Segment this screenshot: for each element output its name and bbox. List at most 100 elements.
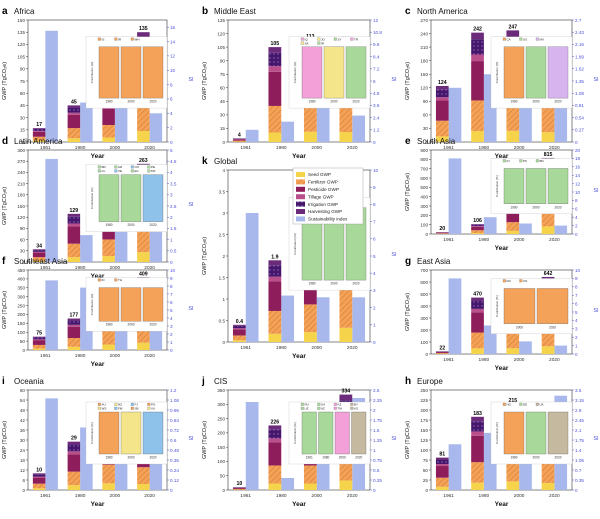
gwp-segment [68,244,81,257]
y-tick-label: 45 [220,99,226,104]
x-axis-label: Year [91,361,105,368]
si-tick-label: 6 [170,97,173,102]
y-tick-label: 0 [222,140,225,145]
y-tick-label: 1 [222,297,225,302]
y-tick-label: 300 [17,148,25,153]
y-tick-label: 200 [420,328,428,333]
gwp-segment [506,481,519,490]
gwp-segment [471,226,484,227]
si-tick-label: 4 [170,316,173,321]
inset-legend-label: UZ [305,407,309,411]
si-bar [519,224,532,235]
si-tick-label: 9.6 [373,42,380,47]
y-tick-label: 125 [420,438,428,443]
gwp-segment [268,72,281,106]
gwp-segment [33,473,46,474]
y-tick-label: 175 [420,418,428,423]
y-tick-label: 2.5 [219,232,226,237]
y-tick-label: 400 [17,277,25,282]
bar-total-label: 177 [70,313,79,319]
inset-legend-label: CL [102,169,106,173]
gwp-segment [471,33,484,40]
si-tick-label: 12 [575,181,581,186]
gwp-segment [137,343,150,350]
x-axis-label: Year [495,245,509,252]
gwp-segment [33,474,46,476]
gwp-segment [68,442,81,445]
inset-bar [504,288,535,323]
gwp-segment [102,329,115,344]
inset-legend-label: WS [102,407,107,411]
x-tick-label: 1980 [276,145,287,151]
si-tick-label: 0.35 [575,478,584,483]
inset-x-label: 2020 [355,456,362,460]
si-tick-label: 8 [575,198,578,203]
inset-legend-swatch [503,279,506,282]
inset-bar [302,47,322,98]
inset-bar [346,47,366,98]
si-bar [352,116,365,142]
si-axis-label: SI [593,188,599,194]
si-tick-label: 2 [170,332,173,337]
gwp-segment [339,395,352,401]
si-bar [449,158,462,234]
inset-legend-swatch [115,279,118,282]
y-tick-label: 200 [420,213,428,218]
gwp-segment [33,478,46,484]
inset-y-label: Contribution (%) [90,294,94,316]
y-tick-label: 30 [20,249,26,254]
bar-total-label: 334 [342,389,351,395]
y-tick-label: 500 [420,185,428,190]
y-tick-label: 240 [17,170,25,175]
y-axis-label: GWP (TgCO₂e) [2,291,8,329]
gwp-segment [137,252,150,262]
y-tick-label: 100 [17,330,25,335]
y-tick-label: 105 [217,45,225,50]
gwp-segment [542,132,555,142]
x-tick-label: 2000 [110,353,121,359]
si-tick-label: 2.4 [373,115,380,120]
x-tick-label: 2000 [514,357,525,363]
gwp-segment [542,105,555,133]
y-tick-label: 900 [420,148,428,153]
si-tick-label: 2 [170,125,173,130]
si-axis-label: SI [391,77,397,83]
gwp-segment [542,483,555,490]
y-tick-label: 400 [420,304,428,309]
si-tick-label: 6 [373,79,376,84]
y-tick-label: 36 [20,428,26,433]
bar-total-label: 10 [36,467,42,473]
si-axis-label: SI [593,77,599,83]
bar-total-label: 17 [36,122,42,128]
gwp-segment [33,477,46,478]
panel-title: Africa [14,7,35,16]
bar-total-label: 263 [139,158,148,164]
gwp-segment [68,105,81,107]
gwp-segment [102,483,115,490]
y-tick-label: 50 [423,468,429,473]
si-tick-label: 1 [373,448,376,453]
si-tick-label: 0.48 [170,448,179,453]
si-tick-label: 0.81 [575,103,584,108]
legend-swatch [296,216,305,221]
y-tick-label: 90 [20,226,26,231]
si-tick-label: 9 [373,185,376,190]
bar-total-label: 1.9 [271,254,278,260]
legend-swatch [296,202,305,207]
si-tick-label: 1.2 [373,128,380,133]
inset-legend-swatch [536,38,539,41]
inset-x-label: 2020 [149,223,156,227]
si-tick-label: 4 [170,170,173,175]
gwp-segment [471,483,484,490]
inset-legend-label: MX [151,169,156,173]
gwp-segment [68,320,81,324]
gwp-segment [33,132,46,137]
inset-x-label: 2000 [532,456,539,460]
inset-legend-label: WH [135,37,140,41]
gwp-segment [68,325,81,327]
bar-total-label: 815 [544,152,553,158]
